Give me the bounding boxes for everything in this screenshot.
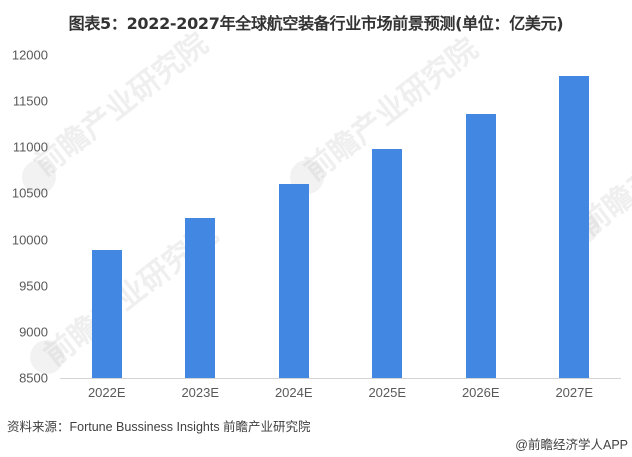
bar-2022E (91, 249, 122, 378)
y-tick-label: 10500 (11, 185, 48, 201)
x-axis-line (60, 378, 621, 379)
y-tick-label: 12000 (11, 47, 48, 63)
y-tick-label: 9000 (19, 324, 48, 340)
x-tick-label: 2024E (274, 385, 313, 400)
y-tick-label: 11500 (12, 93, 48, 109)
source-note: 资料来源：Fortune Bussiness Insights 前瞻产业研究院 (7, 420, 311, 434)
bar-2025E (372, 149, 403, 378)
watermark-logo-icon (30, 340, 64, 374)
bar-2027E (559, 76, 590, 378)
y-tick-label: 11000 (12, 139, 48, 155)
chart-title: 图表5：2022-2027年全球航空装备行业市场前景预测(单位：亿美元) (68, 14, 564, 33)
y-tick-label: 9500 (19, 278, 48, 294)
watermark-text: 前瞻产业研究院 (27, 26, 215, 184)
bar-2026E (465, 114, 496, 378)
x-tick-label: 2022E (87, 385, 126, 400)
x-tick-label: 2023E (181, 385, 220, 400)
y-tick-label: 8500 (19, 370, 48, 386)
y-tick-label: 10000 (11, 232, 48, 248)
credit-note: @前瞻经济学人APP (515, 438, 628, 452)
x-tick-label: 2026E (461, 385, 500, 400)
bar-2023E (185, 218, 216, 378)
x-tick-label: 2027E (555, 385, 594, 400)
bar-2024E (278, 184, 309, 378)
x-tick-label: 2025E (368, 385, 407, 400)
